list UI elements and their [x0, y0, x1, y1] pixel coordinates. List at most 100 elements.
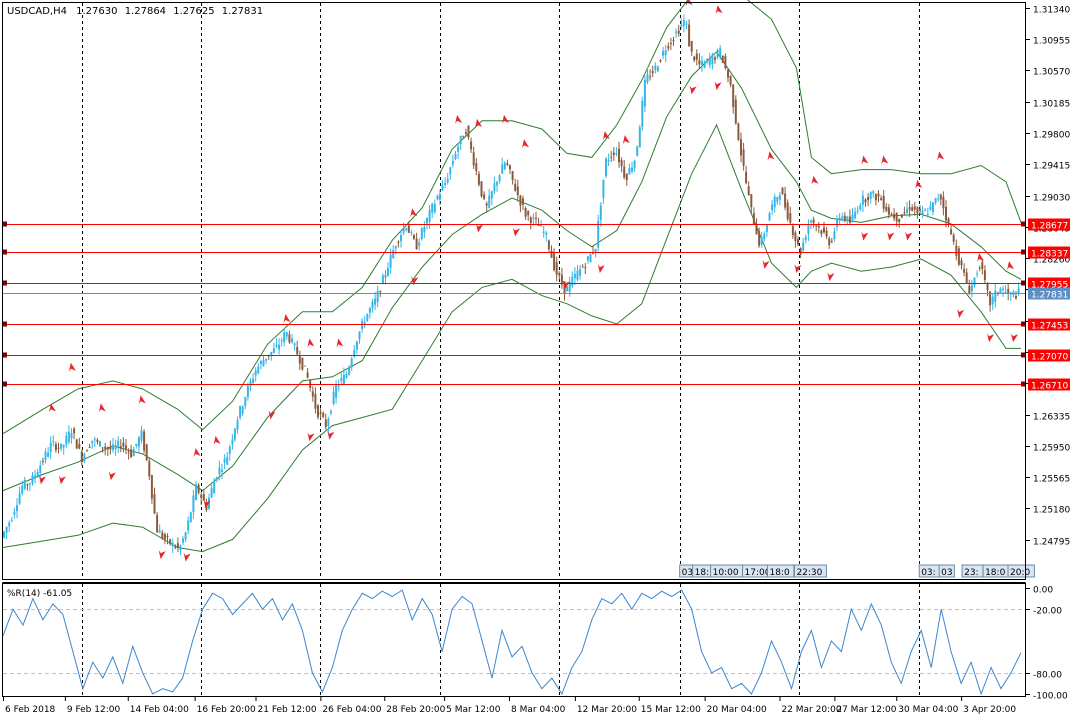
candle-body	[908, 207, 911, 210]
time-axis[interactable]: 6 Feb 2018 9 Feb 12:00 14 Feb 04:00 16 Feb …	[3, 697, 1017, 715]
candle-body	[275, 345, 278, 347]
candle-body	[135, 443, 138, 446]
level-anchor[interactable]	[2, 221, 7, 227]
level-anchor[interactable]	[2, 381, 7, 387]
candle-body	[825, 230, 828, 237]
candle-body	[778, 195, 781, 200]
candle-body	[301, 357, 304, 370]
indicator-title: %R(14) -61.05	[7, 589, 72, 599]
candle-body	[737, 123, 740, 140]
candle-body	[664, 50, 667, 56]
candle-body	[257, 366, 260, 373]
candle-body	[633, 160, 636, 169]
level-anchor[interactable]	[2, 321, 7, 327]
candle-body	[340, 378, 343, 381]
candle-body	[960, 260, 963, 266]
candle-body	[265, 358, 268, 361]
candle-body	[374, 298, 377, 305]
candle-body	[716, 49, 719, 58]
level-anchor-right[interactable]	[1021, 221, 1026, 227]
candle-body	[179, 545, 182, 550]
candle-body	[654, 65, 657, 70]
candle-body	[355, 341, 358, 350]
candle-body	[926, 214, 929, 216]
level-anchor-right[interactable]	[1021, 352, 1026, 358]
candle-body	[78, 443, 81, 449]
candle-body	[693, 56, 696, 61]
candle-body	[335, 384, 338, 398]
level-anchor[interactable]	[2, 249, 7, 255]
candle-body	[23, 480, 26, 489]
candle-body	[337, 385, 340, 387]
candle-body	[643, 79, 646, 107]
candle-body	[182, 538, 184, 543]
candle-body	[202, 494, 205, 501]
time-tick-label: 22 Mar 20:00	[781, 705, 841, 715]
candle-body	[39, 465, 42, 473]
candle-body	[70, 433, 73, 439]
time-tick-label: 21 Feb 12:00	[258, 705, 317, 715]
candle-body	[618, 148, 620, 163]
candle-body	[861, 195, 864, 205]
candle-body	[112, 444, 114, 450]
arrow-down	[307, 432, 315, 442]
candle-body	[387, 268, 389, 276]
candle-body	[366, 313, 369, 321]
candle-body	[218, 467, 221, 475]
candle-body	[153, 494, 156, 514]
price-tick-label: 1.31340	[1033, 6, 1070, 16]
arrow-up	[937, 151, 945, 161]
level-anchor-right[interactable]	[1021, 321, 1026, 327]
candle-body	[963, 269, 966, 273]
candle-body	[651, 71, 654, 73]
candle-body	[83, 454, 86, 461]
arrow-down	[794, 264, 802, 274]
candle-body	[132, 449, 135, 457]
level-anchor-right[interactable]	[1021, 381, 1026, 387]
candle-body	[291, 338, 293, 343]
candle-body	[786, 202, 789, 220]
candle-body	[701, 61, 703, 65]
time-box	[938, 564, 955, 578]
candle-body	[293, 343, 296, 346]
time-box-label: 18:0	[985, 568, 1005, 578]
candle-body	[67, 431, 70, 443]
candle-body	[389, 254, 392, 269]
candle-body	[646, 74, 649, 83]
time-box-label: 23:	[964, 568, 978, 578]
candle-body	[239, 406, 242, 418]
candle-body	[223, 458, 226, 463]
candle-body	[895, 212, 898, 222]
candle-body	[480, 181, 483, 197]
candle-body	[555, 262, 558, 275]
candle-body	[836, 218, 838, 227]
candle-body	[137, 437, 140, 447]
time-box-label: 03:	[921, 568, 935, 578]
candle-body	[576, 270, 579, 280]
level-anchor-right[interactable]	[1021, 249, 1026, 255]
candle-body	[620, 160, 623, 167]
candle-body	[537, 224, 540, 226]
arrow-down	[476, 223, 484, 233]
candle-body	[117, 440, 120, 447]
level-anchor[interactable]	[2, 280, 7, 286]
arrow-up	[193, 448, 201, 458]
candle-body	[296, 347, 299, 355]
candle-body	[983, 270, 986, 280]
arrow-up	[410, 208, 418, 218]
candle-body	[285, 332, 288, 337]
level-anchor[interactable]	[2, 352, 7, 358]
candle-body	[765, 224, 768, 232]
level-label: 1.28337	[1031, 250, 1068, 260]
candle-body	[714, 57, 716, 60]
candle-body	[820, 230, 823, 234]
candle-body	[719, 48, 722, 57]
candle-body	[80, 451, 83, 462]
candle-body	[911, 207, 914, 211]
candle-body	[638, 127, 641, 148]
arrow-up	[521, 139, 529, 149]
candle-body	[444, 183, 447, 185]
candle-body	[5, 526, 8, 533]
level-anchor-right[interactable]	[1021, 280, 1026, 286]
